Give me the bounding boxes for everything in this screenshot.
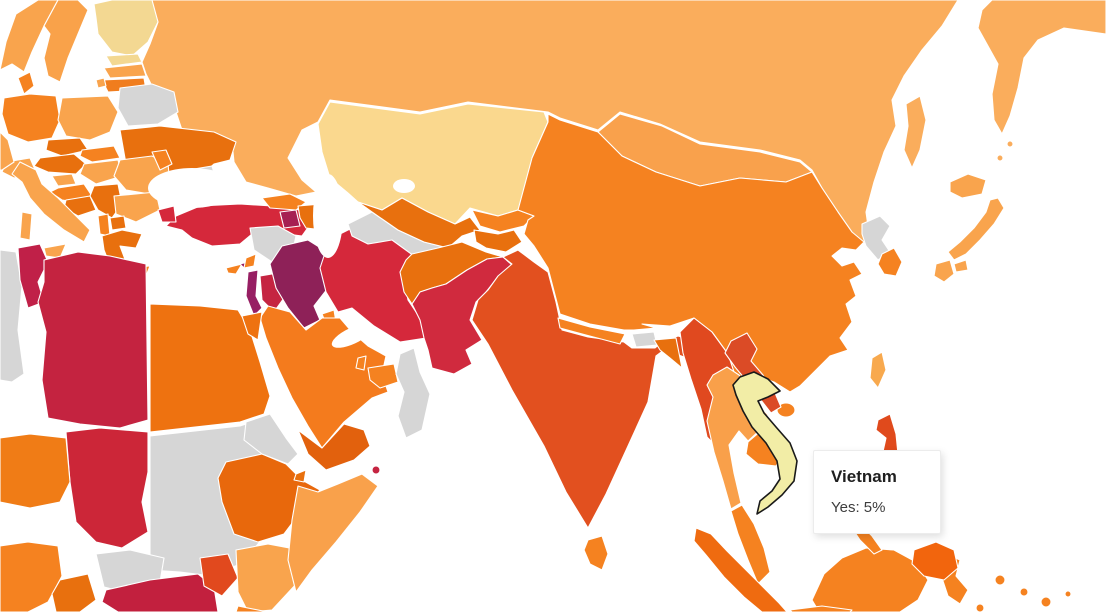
country-russia-sakhalin[interactable]	[903, 95, 927, 169]
region-sinai[interactable]	[241, 311, 263, 341]
maluku-island[interactable]	[1064, 590, 1072, 598]
country-france-edge[interactable]	[0, 131, 15, 171]
maluku-island[interactable]	[994, 574, 1006, 586]
country-tanzania-edge[interactable]	[235, 605, 269, 612]
country-czechia[interactable]	[45, 137, 89, 157]
country-uae[interactable]	[367, 363, 399, 389]
country-eritrea[interactable]	[243, 413, 299, 465]
japan-hokkaido[interactable]	[949, 173, 987, 199]
country-vietnam-highlighted[interactable]	[732, 371, 798, 515]
country-bangladesh[interactable]	[653, 337, 683, 369]
sumatra-island[interactable]	[693, 527, 788, 612]
caspian-sea	[313, 174, 343, 258]
aral-sea	[393, 179, 415, 193]
country-slovakia[interactable]	[79, 145, 121, 163]
country-hungary[interactable]	[79, 159, 123, 185]
country-belarus[interactable]	[117, 83, 179, 127]
japan-shikoku[interactable]	[953, 259, 969, 273]
country-china[interactable]	[517, 113, 865, 393]
tooltip-value: Yes: 5%	[831, 499, 886, 516]
country-turkey-thrace[interactable]	[157, 205, 177, 223]
country-slovenia[interactable]	[51, 173, 77, 187]
country-sweden[interactable]	[43, 0, 89, 83]
japan-honshu[interactable]	[947, 197, 1005, 261]
country-russia[interactable]	[141, 0, 959, 249]
country-uzbekistan[interactable]	[357, 197, 481, 249]
country-cameroon[interactable]	[51, 573, 97, 612]
country-qatar[interactable]	[355, 355, 367, 371]
kuril-island[interactable]	[1006, 140, 1014, 148]
country-chad[interactable]	[65, 427, 149, 549]
country-tajikistan[interactable]	[473, 229, 523, 253]
map-tooltip: Vietnam Yes: 5%	[813, 450, 941, 534]
country-dr-congo[interactable]	[101, 573, 219, 612]
country-south-korea[interactable]	[877, 247, 903, 277]
country-moldova[interactable]	[151, 149, 173, 171]
country-albania[interactable]	[97, 213, 111, 237]
country-finland[interactable]	[93, 0, 159, 57]
japan-kyushu[interactable]	[933, 259, 955, 283]
tooltip-country-name: Vietnam	[831, 467, 897, 486]
persian-gulf	[331, 324, 373, 348]
country-israel[interactable]	[245, 269, 263, 317]
country-oman[interactable]	[395, 347, 431, 439]
country-cyprus[interactable]	[225, 263, 243, 275]
country-bulgaria[interactable]	[113, 191, 161, 223]
country-poland[interactable]	[57, 95, 119, 141]
country-macedonia[interactable]	[109, 215, 127, 231]
country-kenya[interactable]	[235, 543, 301, 612]
country-algeria-edge[interactable]	[0, 249, 25, 383]
philippines-mindanao[interactable]	[911, 541, 959, 581]
country-taiwan[interactable]	[869, 351, 887, 389]
country-denmark[interactable]	[17, 71, 35, 95]
country-armenia[interactable]	[279, 209, 301, 229]
country-estonia[interactable]	[105, 53, 143, 67]
country-somalia[interactable]	[287, 473, 379, 593]
maluku-island[interactable]	[1040, 596, 1052, 608]
kuril-island[interactable]	[996, 154, 1004, 162]
country-djibouti[interactable]	[293, 469, 307, 483]
country-uganda[interactable]	[199, 553, 239, 597]
country-kaliningrad[interactable]	[95, 77, 107, 89]
country-yemen[interactable]	[297, 423, 371, 471]
country-germany[interactable]	[1, 93, 61, 143]
country-sri-lanka[interactable]	[583, 535, 609, 571]
country-niger[interactable]	[0, 433, 71, 509]
black-sea	[148, 168, 236, 208]
country-egypt[interactable]	[149, 303, 271, 433]
socotra-island[interactable]	[371, 465, 381, 475]
maluku-island[interactable]	[1019, 587, 1029, 597]
country-bhutan[interactable]	[631, 331, 658, 348]
country-italy[interactable]	[11, 161, 91, 243]
country-russia-kamchatka[interactable]	[977, 0, 1106, 135]
country-nepal[interactable]	[557, 317, 626, 345]
maluku-island[interactable]	[975, 603, 985, 612]
country-lebanon[interactable]	[243, 253, 257, 269]
country-malaysia-peninsula[interactable]	[730, 504, 771, 585]
country-libya[interactable]	[37, 251, 149, 429]
country-sardinia[interactable]	[19, 211, 33, 241]
country-latvia[interactable]	[103, 63, 147, 79]
